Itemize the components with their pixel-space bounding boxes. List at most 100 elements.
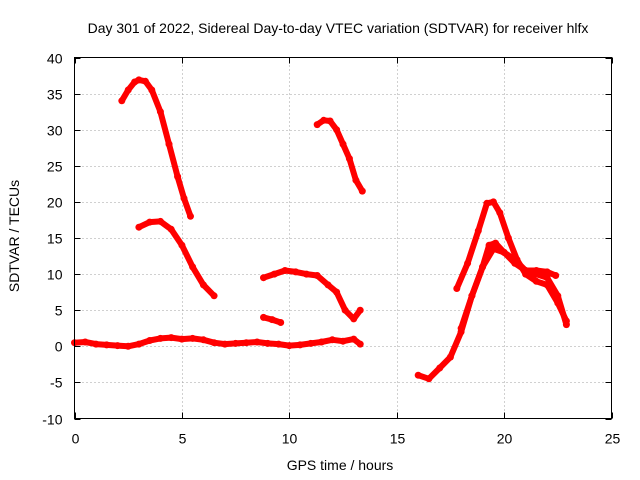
data-point xyxy=(156,334,164,342)
data-point xyxy=(167,334,175,342)
data-point xyxy=(474,227,482,235)
data-point xyxy=(156,108,164,116)
data-point xyxy=(479,263,487,271)
series-arc-3 xyxy=(71,334,364,350)
data-point xyxy=(270,270,278,278)
data-point xyxy=(303,270,310,278)
x-tick-label: 0 xyxy=(72,431,80,447)
data-point xyxy=(296,341,304,349)
y-tick-label: 40 xyxy=(47,51,63,67)
data-point xyxy=(260,313,267,321)
data-point xyxy=(504,234,512,242)
data-point xyxy=(281,267,289,274)
data-point xyxy=(114,342,121,350)
data-point xyxy=(350,335,358,343)
data-point xyxy=(275,340,283,348)
data-point xyxy=(221,340,229,348)
data-series xyxy=(71,76,570,383)
data-point xyxy=(414,371,422,379)
x-tick-label: 15 xyxy=(390,431,406,447)
data-point xyxy=(135,223,143,231)
x-tick-label: 25 xyxy=(605,431,621,447)
x-tick-label: 10 xyxy=(282,431,298,447)
data-point xyxy=(124,86,132,94)
data-point xyxy=(103,341,111,349)
data-point xyxy=(326,117,334,125)
y-tick-label: 0 xyxy=(55,339,63,355)
data-point xyxy=(187,212,194,220)
data-point xyxy=(358,187,366,195)
data-point xyxy=(554,299,562,307)
data-point xyxy=(483,199,491,207)
data-point xyxy=(457,324,465,332)
data-point xyxy=(307,339,315,347)
data-point xyxy=(146,337,154,344)
data-point xyxy=(178,335,186,343)
data-point xyxy=(352,176,360,184)
data-point xyxy=(174,173,182,181)
data-point xyxy=(436,364,444,372)
data-point xyxy=(339,140,347,148)
data-point xyxy=(313,272,321,279)
data-point xyxy=(199,336,207,344)
data-point xyxy=(124,342,132,350)
data-point xyxy=(446,353,454,361)
data-point xyxy=(328,336,336,344)
data-point xyxy=(341,306,349,314)
data-point xyxy=(242,339,250,347)
data-point xyxy=(210,339,218,347)
y-axis-label: SDTVAR / TECUs xyxy=(6,180,22,292)
data-point xyxy=(285,342,293,350)
axis-ticks: 0 5 10 15 20 25 -10 -5 0 5 10 15 20 25 30 35 40 xyxy=(42,51,620,447)
data-point xyxy=(313,121,321,129)
y-tick-label: 5 xyxy=(55,303,63,319)
y-tick-label: -10 xyxy=(42,412,62,428)
data-point xyxy=(324,281,332,289)
data-point xyxy=(210,292,218,300)
data-point xyxy=(464,259,472,267)
chart-title: Day 301 of 2022, Sidereal Day-to-day VTE… xyxy=(88,20,589,36)
y-tick-label: 35 xyxy=(47,87,63,103)
data-point xyxy=(156,217,164,225)
data-point xyxy=(118,97,126,105)
y-tick-label: -5 xyxy=(50,375,63,391)
data-point xyxy=(199,281,207,289)
data-point xyxy=(253,338,261,346)
data-point xyxy=(489,198,497,206)
data-point xyxy=(511,259,519,267)
y-tick-label: 25 xyxy=(47,159,63,175)
y-tick-label: 10 xyxy=(47,267,63,283)
data-point xyxy=(141,77,149,85)
data-point xyxy=(356,340,364,348)
data-point xyxy=(318,338,325,346)
data-point xyxy=(543,268,551,276)
data-point xyxy=(180,194,188,202)
x-tick-label: 20 xyxy=(497,431,513,447)
data-point xyxy=(260,274,267,282)
data-point xyxy=(492,239,499,247)
data-point xyxy=(522,267,530,274)
data-point xyxy=(320,116,328,124)
data-point xyxy=(532,277,540,285)
data-point xyxy=(425,375,433,383)
data-point xyxy=(356,306,364,314)
data-point xyxy=(165,140,173,148)
data-point xyxy=(148,86,156,94)
data-point xyxy=(485,241,493,249)
x-tick-label: 5 xyxy=(179,431,187,447)
data-point xyxy=(268,316,276,324)
x-axis-label: GPS time / hours xyxy=(287,457,394,473)
data-point xyxy=(189,334,197,342)
data-point xyxy=(146,218,154,226)
data-point xyxy=(277,319,285,326)
data-point xyxy=(339,337,347,345)
data-point xyxy=(350,315,358,323)
data-point xyxy=(543,274,551,282)
y-tick-label: 30 xyxy=(47,123,63,139)
data-point xyxy=(333,288,341,296)
y-tick-label: 15 xyxy=(47,231,63,247)
series-arc-7 xyxy=(415,245,570,382)
data-point xyxy=(532,267,540,274)
data-point xyxy=(552,272,560,279)
